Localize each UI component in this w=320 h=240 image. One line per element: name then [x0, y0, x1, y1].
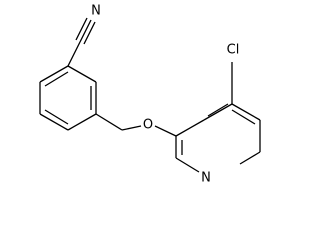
atom-label: O [143, 118, 153, 133]
pyridine-ring [175, 62, 261, 173]
structure-diagram: N O Cl N [39, 4, 261, 186]
linker [95, 113, 177, 137]
atom-label: N [201, 171, 211, 186]
atom-label: Cl [227, 43, 240, 58]
benzene-ring [39, 65, 97, 131]
nitrile [67, 17, 96, 67]
atom-label: N [91, 4, 101, 19]
